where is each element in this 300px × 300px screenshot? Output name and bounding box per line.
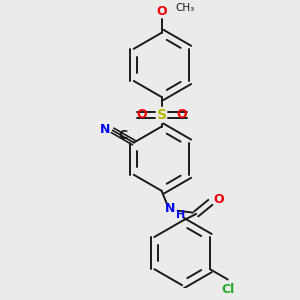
Text: N: N — [165, 202, 176, 214]
Text: O: O — [156, 5, 167, 18]
Text: H: H — [176, 210, 185, 220]
Text: Cl: Cl — [221, 283, 234, 296]
Text: CH₃: CH₃ — [176, 3, 195, 14]
Text: O: O — [136, 109, 147, 122]
Text: C: C — [119, 129, 128, 142]
Text: S: S — [157, 108, 166, 122]
Text: O: O — [176, 109, 187, 122]
Text: N: N — [100, 123, 110, 136]
Text: O: O — [214, 193, 224, 206]
